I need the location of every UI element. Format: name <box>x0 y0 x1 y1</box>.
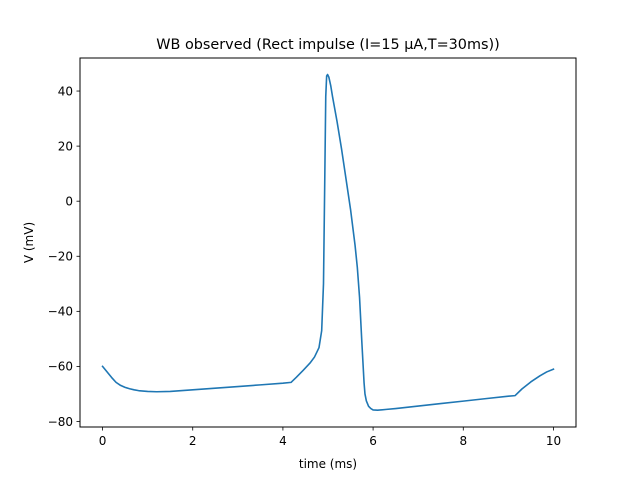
y-tick-label: 0 <box>65 194 73 208</box>
y-tick-label: −80 <box>48 415 73 429</box>
x-tick-label: 0 <box>99 434 107 448</box>
chart-title: WB observed (Rect impulse (I=15 µA,T=30m… <box>156 37 499 53</box>
axes-frame <box>79 57 577 428</box>
y-tick-label: −60 <box>48 360 73 374</box>
series-line-v <box>101 73 555 411</box>
x-tick-label: 4 <box>279 434 287 448</box>
x-tick-label: 2 <box>189 434 197 448</box>
plot-area <box>79 57 577 428</box>
y-tick-label: 40 <box>58 84 73 98</box>
x-tick-label: 6 <box>369 434 377 448</box>
x-tick-label: 8 <box>459 434 467 448</box>
y-axis-ticks: −80 −60 −40 −20 0 20 40 <box>48 84 80 429</box>
y-tick-label: 20 <box>58 139 73 153</box>
x-axis-label: time (ms) <box>299 457 357 471</box>
y-tick-label: −40 <box>48 305 73 319</box>
x-axis-ticks: 0 2 4 6 8 10 <box>99 427 561 448</box>
x-tick-label: 10 <box>546 434 561 448</box>
y-axis-label: V (mV) <box>22 222 36 263</box>
y-tick-label: −20 <box>48 250 73 264</box>
series-layer <box>101 73 555 411</box>
